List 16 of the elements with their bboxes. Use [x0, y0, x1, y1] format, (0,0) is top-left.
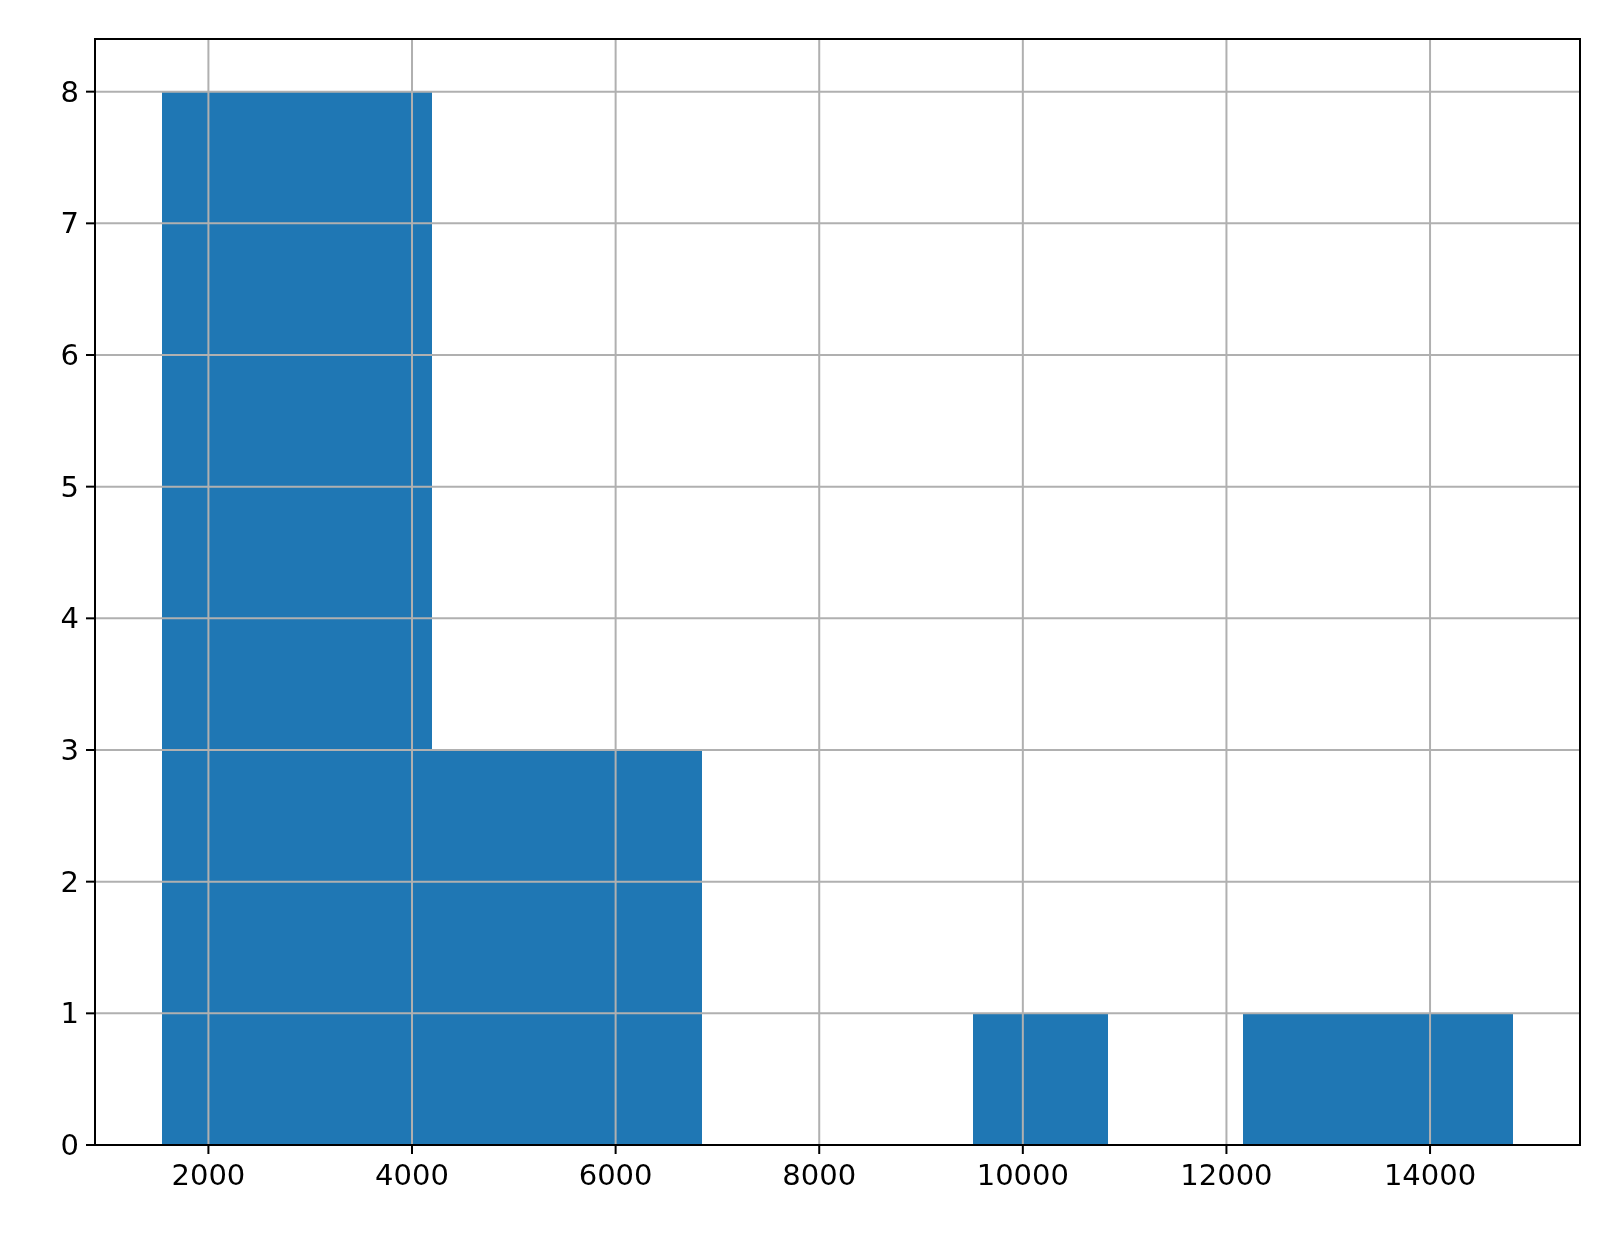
y-tick-label: 7 [60, 206, 79, 241]
y-tick-label: 5 [60, 469, 79, 504]
y-tick-label: 0 [60, 1128, 79, 1163]
x-tick-label: 6000 [578, 1158, 653, 1192]
y-tick-label: 6 [60, 338, 79, 373]
y-tick-label: 3 [60, 733, 79, 768]
x-tick-label: 10000 [976, 1158, 1069, 1192]
x-tick-label: 4000 [375, 1158, 449, 1192]
x-tick-label: 2000 [171, 1158, 246, 1192]
y-tick-label: 4 [60, 601, 79, 636]
y-tick-label: 1 [60, 996, 79, 1031]
x-tick-label: 12000 [1180, 1158, 1273, 1192]
x-tick-label: 14000 [1383, 1158, 1477, 1192]
y-tick-label: 8 [60, 74, 79, 109]
x-tick-label: 8000 [782, 1158, 857, 1192]
y-tick-label: 2 [60, 864, 79, 899]
